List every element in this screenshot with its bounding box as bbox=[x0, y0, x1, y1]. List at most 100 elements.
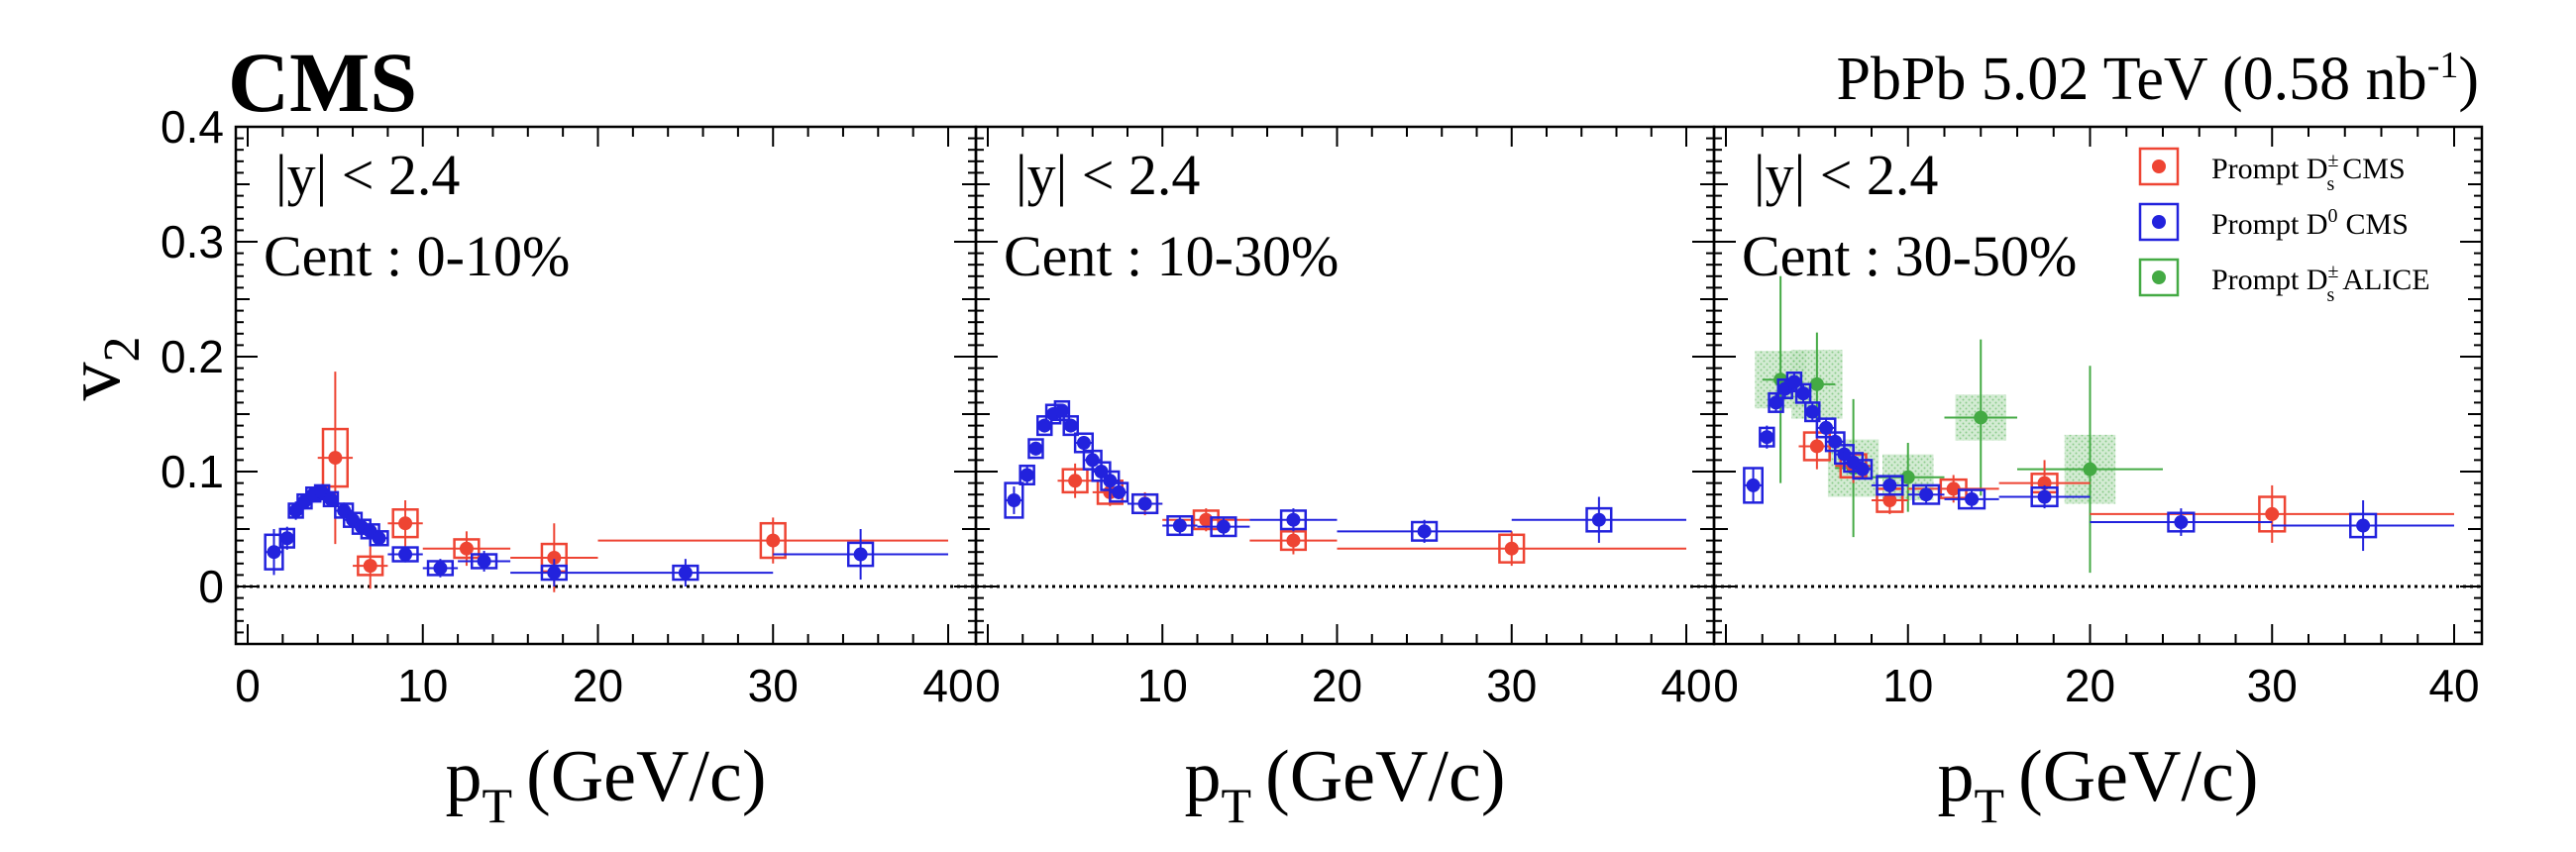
marker bbox=[1882, 478, 1897, 492]
marker bbox=[1037, 418, 1052, 433]
marker bbox=[1974, 410, 1988, 425]
data-point bbox=[1794, 382, 1812, 404]
data-point bbox=[1073, 432, 1094, 454]
x-tick-label: 20 bbox=[1312, 660, 1362, 711]
data-point bbox=[1337, 531, 1686, 567]
data-point bbox=[1337, 519, 1512, 543]
marker bbox=[1855, 462, 1870, 477]
marker bbox=[1076, 436, 1091, 450]
legend-swatch-marker bbox=[2152, 215, 2166, 229]
systematic-box bbox=[1061, 468, 1089, 494]
marker bbox=[1020, 468, 1034, 482]
data-point bbox=[1004, 481, 1024, 519]
x-tick-label: 0 bbox=[235, 660, 261, 711]
x-axis-title-sub: T bbox=[1222, 778, 1252, 833]
marker bbox=[1796, 386, 1811, 401]
legend-label-suffix: ALICE bbox=[2342, 264, 2429, 296]
data-point bbox=[353, 542, 388, 589]
marker bbox=[547, 566, 562, 581]
marker bbox=[1028, 441, 1043, 456]
marker bbox=[1007, 493, 1021, 507]
marker bbox=[678, 566, 693, 581]
x-axis-title-sub: T bbox=[1975, 778, 2005, 833]
x-tick-label: 0 bbox=[975, 660, 1001, 711]
data-point bbox=[1998, 484, 2091, 509]
systematic-box bbox=[1585, 506, 1613, 533]
legend-label-sub: s bbox=[2327, 284, 2335, 306]
systematic-box bbox=[357, 555, 384, 577]
data-point bbox=[387, 500, 423, 547]
marker bbox=[1286, 512, 1301, 527]
collision-system-label: PbPb 5.02 TeV (0.58 nb-1) bbox=[1836, 45, 2479, 113]
legend-swatch-marker bbox=[2152, 270, 2166, 284]
systematic-box bbox=[1743, 467, 1764, 504]
x-axis-title: pT (GeV/c) bbox=[1938, 736, 2259, 833]
x-tick-label: 30 bbox=[1486, 660, 1537, 711]
x-tick-label: 40 bbox=[922, 660, 973, 711]
data-point bbox=[1852, 459, 1874, 480]
marker bbox=[267, 545, 281, 560]
series-ds-cms bbox=[317, 372, 948, 592]
y-axis-title-sub: 2 bbox=[94, 337, 151, 363]
x-axis-title-suffix: (GeV/c) bbox=[1265, 736, 1505, 817]
systematic-box bbox=[1411, 520, 1439, 542]
x-axis-title-suffix: (GeV/c) bbox=[526, 736, 766, 817]
marker bbox=[1417, 524, 1432, 539]
legend-swatch-marker bbox=[2152, 160, 2166, 173]
data-point bbox=[2090, 508, 2273, 536]
data-point bbox=[1197, 516, 1250, 538]
legend-label-prefix: Prompt D bbox=[2211, 264, 2328, 296]
data-point bbox=[1759, 425, 1775, 449]
data-point bbox=[1907, 483, 1945, 505]
x-tick-label: 40 bbox=[1661, 660, 1711, 711]
x-tick-label: 0 bbox=[1713, 660, 1739, 711]
centrality-label: Cent : 10-30% bbox=[1004, 224, 1339, 288]
data-point bbox=[1804, 401, 1821, 423]
systematic-box bbox=[1852, 459, 1874, 480]
systematic-box bbox=[2349, 512, 2378, 539]
data-point bbox=[1019, 464, 1035, 486]
systematic-box bbox=[2030, 485, 2059, 508]
x-tick-label: 10 bbox=[1882, 660, 1933, 711]
legend-item: Prompt D± s ALICE bbox=[2138, 258, 2430, 306]
data-point bbox=[1127, 492, 1163, 515]
series-d0-cms bbox=[1743, 371, 2454, 552]
marker bbox=[363, 559, 377, 574]
legend-label: Prompt D± s ALICE bbox=[2211, 261, 2430, 306]
data-point bbox=[287, 501, 304, 520]
marker bbox=[766, 533, 781, 548]
data-point bbox=[1511, 496, 1686, 543]
collision-system-suffix: ) bbox=[2458, 46, 2479, 113]
marker bbox=[1216, 519, 1231, 534]
centrality-label: Cent : 30-50% bbox=[1742, 224, 2077, 288]
marker bbox=[1760, 430, 1774, 445]
luminosity-exponent: -1 bbox=[2427, 45, 2459, 86]
legend-item: Prompt D0 CMS bbox=[2138, 202, 2409, 242]
marker bbox=[433, 561, 448, 576]
x-axis-title-main: p bbox=[1185, 736, 1222, 817]
marker bbox=[2037, 489, 2052, 504]
marker bbox=[1746, 478, 1761, 492]
marker bbox=[1068, 474, 1083, 488]
legend-label-suffix: CMS bbox=[2342, 153, 2405, 185]
x-tick-label: 10 bbox=[397, 660, 448, 711]
systematic-box bbox=[1166, 514, 1194, 537]
y-tick-label: 0.4 bbox=[161, 101, 224, 153]
rapidity-label: |y| < 2.4 bbox=[1754, 143, 1938, 207]
x-axis-titles: pT (GeV/c) pT (GeV/c) pT (GeV/c) bbox=[446, 736, 2259, 833]
data-point bbox=[1109, 481, 1129, 503]
data-point bbox=[597, 559, 774, 586]
experiment-label: CMS bbox=[228, 35, 417, 130]
legend-label-sup: ± bbox=[2328, 261, 2339, 282]
systematic-box bbox=[1876, 475, 1904, 496]
y-axis-title: v2 bbox=[50, 337, 151, 401]
x-tick-label: 20 bbox=[2065, 660, 2115, 711]
data-point bbox=[1062, 415, 1079, 437]
marker bbox=[2174, 515, 2189, 530]
x-axis-title-main: p bbox=[446, 736, 483, 817]
data-point bbox=[773, 529, 948, 581]
marker bbox=[279, 531, 294, 546]
legend-label-prefix: Prompt D bbox=[2211, 153, 2328, 185]
x-tick-label: 10 bbox=[1137, 660, 1188, 711]
